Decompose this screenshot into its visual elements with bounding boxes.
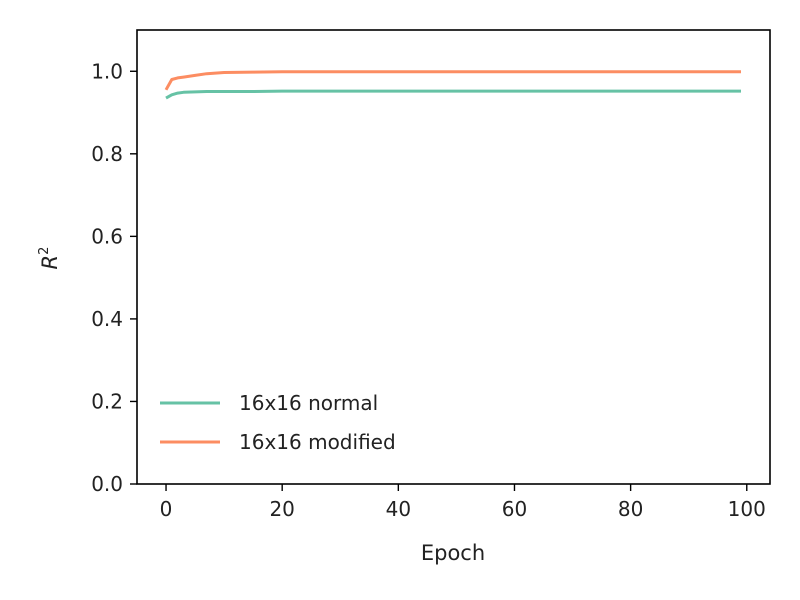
x-axis-label: Epoch xyxy=(421,541,485,565)
x-tick-label: 0 xyxy=(160,497,173,521)
y-tick-label: 0.8 xyxy=(91,142,123,166)
series-line xyxy=(164,70,741,91)
y-tick-label: 0.2 xyxy=(91,389,123,413)
series-line xyxy=(165,89,741,100)
legend-label: 16x16 normal xyxy=(239,391,378,415)
y-axis: 0.0 0.2 0.4 0.6 0.8 1.0 xyxy=(91,59,137,496)
y-tick-label: 0.4 xyxy=(91,307,123,331)
x-tick-label: 80 xyxy=(618,497,643,521)
x-tick-label: 100 xyxy=(728,497,766,521)
legend-label: 16x16 modified xyxy=(239,430,396,454)
y-tick-label: 1.0 xyxy=(91,59,123,83)
plot-frame xyxy=(136,29,771,485)
y-axis-label: R2 xyxy=(37,247,62,270)
x-tick-label: 20 xyxy=(269,497,294,521)
y-tick-label: 0.0 xyxy=(91,472,123,496)
legend: 16x16 normal 16x16 modified xyxy=(160,391,396,454)
x-tick-label: 40 xyxy=(386,497,411,521)
x-tick-label: 60 xyxy=(502,497,527,521)
series-lines xyxy=(164,70,741,100)
y-axis-label-main: R xyxy=(38,255,62,270)
y-tick-label: 0.6 xyxy=(91,224,123,248)
x-axis: 0 20 40 60 80 100 xyxy=(160,484,766,521)
y-axis-label-superscript: 2 xyxy=(37,247,52,255)
